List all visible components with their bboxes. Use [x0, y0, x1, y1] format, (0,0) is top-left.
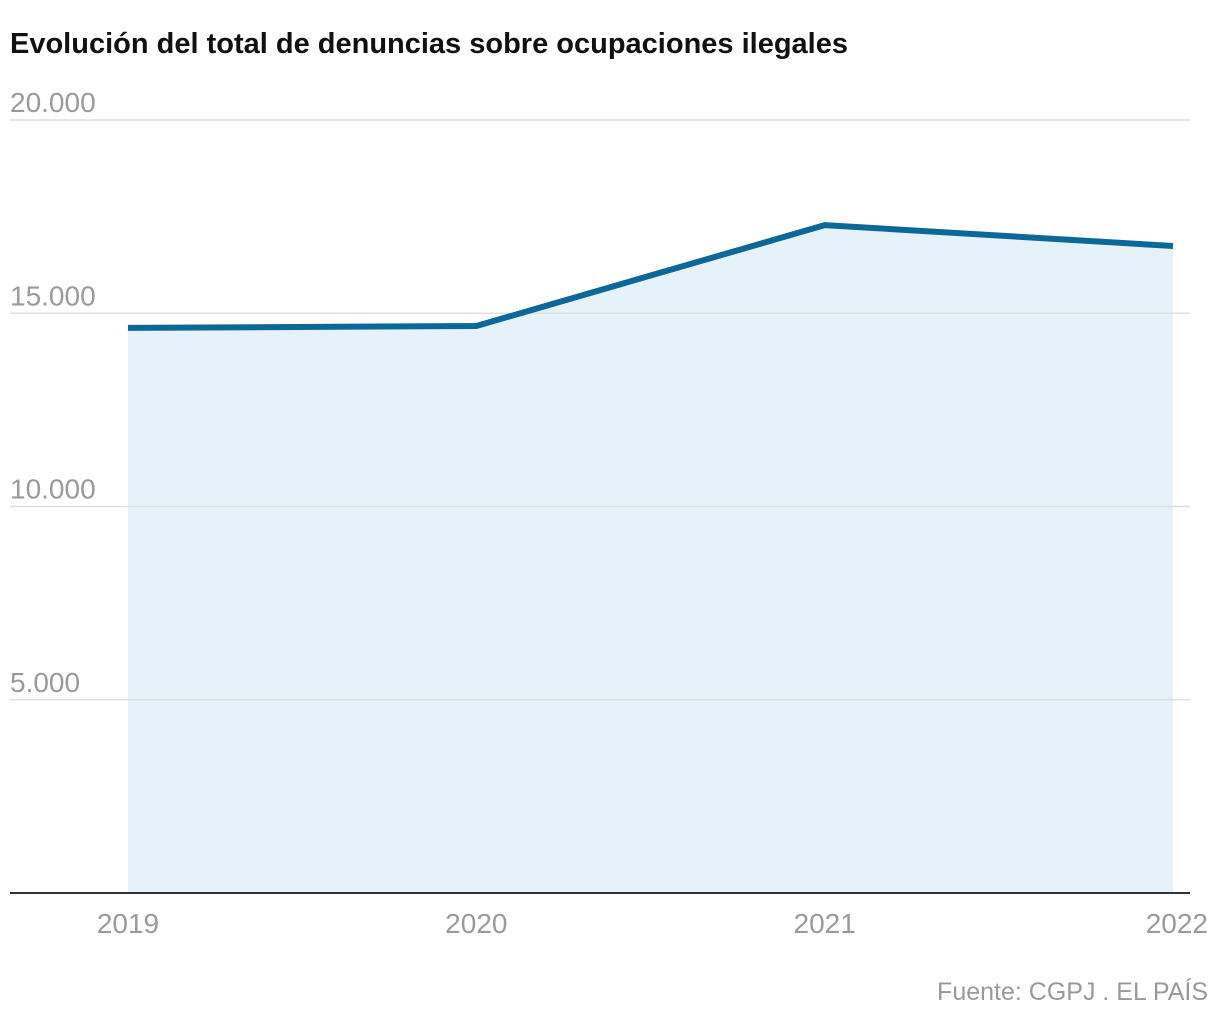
y-tick-label: 15.000 [10, 280, 96, 311]
x-tick-label: 2021 [794, 908, 856, 939]
chart-title: Evolución del total de denuncias sobre o… [10, 28, 848, 60]
area [128, 225, 1173, 894]
x-tick-label: 2022 [1146, 908, 1208, 939]
y-tick-label: 10.000 [10, 474, 96, 505]
x-tick-label: 2020 [445, 908, 507, 939]
source: Fuente: CGPJ . EL PAÍS [937, 977, 1208, 1006]
x-tick-label: 2019 [97, 908, 159, 939]
y-tick-label: 20.000 [10, 87, 96, 118]
line [127, 222, 1174, 331]
y-tick-label: 5.000 [10, 667, 80, 698]
